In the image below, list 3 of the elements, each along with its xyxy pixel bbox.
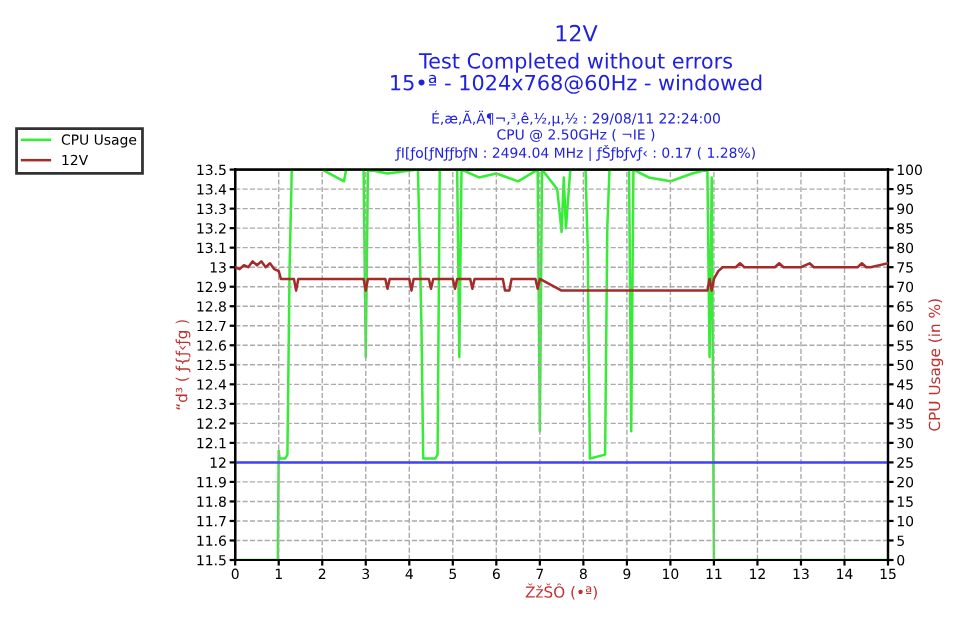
chart-title: 12V (556, 24, 598, 42)
line-series (235, 260, 888, 292)
chart-subtitle: Test Completed without errors 15•ª - 1024x768@60Hz - windowed (391, 52, 762, 94)
